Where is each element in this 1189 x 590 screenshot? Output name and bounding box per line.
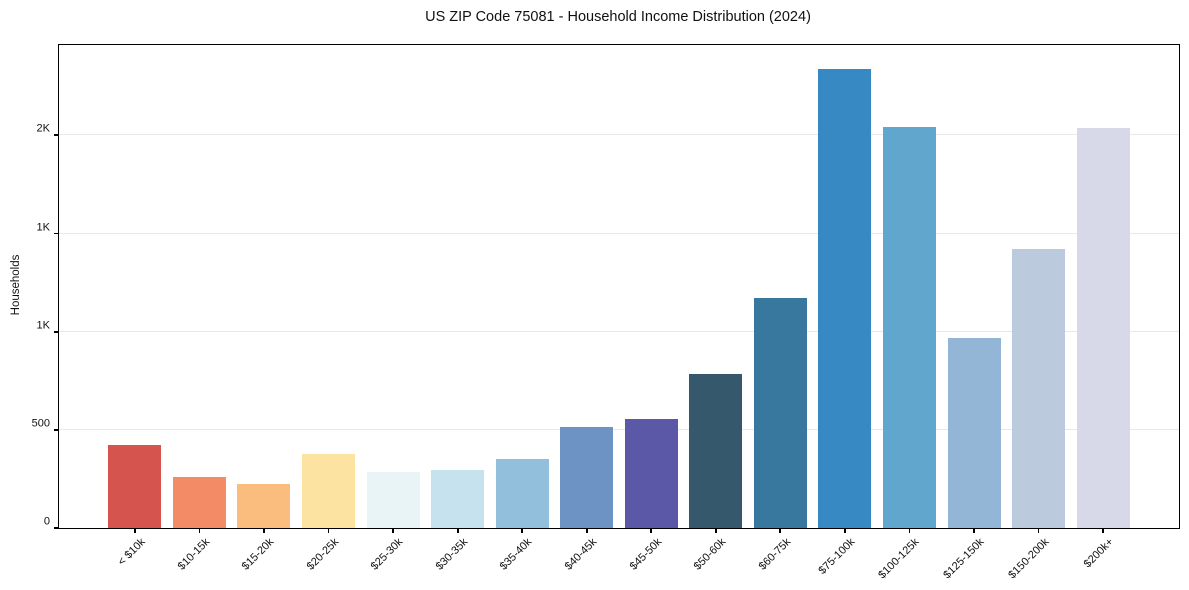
x-tick-mark [779, 528, 782, 533]
x-tick-label: $30-35k [433, 536, 471, 573]
x-tick-mark [1102, 528, 1105, 533]
x-tick-mark [585, 528, 588, 533]
x-tick-label: $75-100k [816, 536, 858, 577]
x-tick-mark [521, 528, 524, 533]
y-tick-mark [54, 527, 59, 529]
plot-area: 0 500 1K 1K 2K < $10k $10-15k $15-20k $20-25k $2… [32, 44, 1180, 581]
y-tick-mark [54, 428, 59, 431]
x-tick-label: $200k+ [1081, 536, 1116, 571]
x-tick-mark [908, 528, 911, 533]
x-tick-label: < $10k [115, 536, 148, 569]
x-tick-mark [844, 528, 846, 533]
y-axis-label: Households [10, 254, 22, 316]
y-tick-label: 2K [36, 122, 50, 135]
x-tick-mark [327, 528, 330, 533]
y-tick-mark [54, 330, 59, 333]
x-tick-label: $100-125k [876, 536, 922, 582]
bar-$100-125k [882, 127, 936, 528]
bar-$30-35k [431, 469, 485, 528]
y-tick-mark [54, 232, 59, 235]
bar-$50-60k [689, 373, 743, 528]
gridline [59, 232, 1179, 234]
bar-$200k+ [1076, 128, 1130, 528]
x-tick-label: $10-15k [175, 536, 212, 573]
bar-$40-45k [560, 427, 614, 528]
chart-title: US ZIP Code 75081 - Household Income Dis… [425, 9, 811, 25]
bar-$15-20k [237, 484, 291, 528]
x-tick-label: $45-50k [627, 536, 664, 573]
gridline [59, 428, 1179, 430]
x-tick-label: $15-20k [239, 536, 277, 573]
bar-$75-100k [818, 68, 872, 528]
x-tick-mark [714, 528, 717, 533]
y-tick-label: 1K [36, 319, 50, 332]
x-tick-label: $60-75k [756, 536, 793, 573]
bar-$10-15k [172, 477, 226, 528]
x-tick-label: $35-40k [498, 536, 535, 573]
x-tick-label: $50-60k [691, 536, 729, 573]
y-tick-label: 0 [43, 515, 50, 528]
y-tick-label: 500 [31, 417, 50, 430]
x-tick-mark [392, 528, 394, 533]
gridline [59, 134, 1179, 136]
bar-$25-30k [366, 472, 420, 528]
x-tick-label: $20-25k [304, 536, 342, 573]
bar-< $10k [108, 444, 162, 528]
bar-$150-200k [1012, 249, 1066, 528]
y-tick-label: 1K [36, 220, 50, 233]
bar-$35-40k [495, 458, 549, 528]
x-tick-mark [456, 528, 459, 533]
x-tick-mark [1037, 528, 1040, 533]
x-tick-mark [198, 528, 201, 533]
gridline [59, 330, 1179, 332]
x-tick-mark [133, 528, 136, 533]
x-tick-label: $25-30k [368, 536, 406, 573]
y-tick-mark [54, 134, 59, 137]
bar-$125-150k [947, 337, 1001, 528]
bar-$60-75k [753, 297, 807, 528]
x-tick-label: $125-150k [941, 536, 987, 582]
bar-$45-50k [624, 419, 678, 528]
x-tick-mark [973, 528, 975, 533]
x-tick-mark [263, 528, 265, 533]
x-tick-label: $40-45k [562, 536, 600, 573]
x-tick-label: $150-200k [1005, 536, 1052, 582]
x-tick-mark [650, 528, 653, 533]
bar-$20-25k [302, 454, 356, 528]
